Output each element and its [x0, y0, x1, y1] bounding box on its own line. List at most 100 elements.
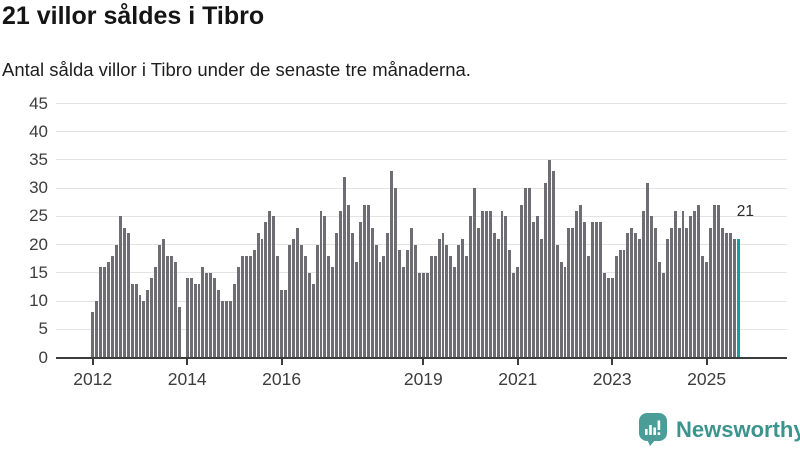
bar — [732, 238, 736, 358]
bar — [500, 210, 504, 358]
bar — [205, 272, 209, 358]
bar — [370, 227, 374, 358]
bar — [272, 216, 276, 358]
bar — [154, 267, 158, 358]
y-gridline — [56, 244, 787, 246]
bar — [146, 289, 150, 358]
bar — [598, 222, 602, 358]
bar — [335, 233, 339, 358]
bar — [311, 284, 315, 358]
bar — [339, 210, 343, 358]
x-axis-tick-label: 2016 — [262, 369, 302, 389]
bar — [594, 222, 598, 358]
bar — [347, 205, 350, 358]
bar — [465, 255, 469, 358]
bar — [559, 261, 563, 358]
bar — [413, 244, 417, 358]
chart-subtitle: Antal sålda villor i Tibro under de sena… — [2, 59, 471, 80]
bar — [303, 255, 307, 358]
x-axis-tick — [705, 358, 708, 365]
bar — [248, 255, 252, 358]
bar — [95, 301, 99, 358]
bar — [295, 227, 299, 358]
y-gridline — [56, 272, 787, 274]
bar — [244, 255, 248, 358]
bar — [579, 205, 583, 358]
bar — [252, 250, 256, 358]
bar — [406, 250, 410, 358]
x-axis-tick — [91, 358, 94, 365]
bar — [469, 216, 472, 358]
bar — [618, 250, 622, 358]
bar — [724, 233, 728, 358]
bar — [217, 289, 221, 358]
bar — [638, 238, 642, 358]
bar — [661, 272, 665, 358]
y-axis-tick-label: 25 — [29, 206, 48, 226]
bar — [587, 255, 591, 358]
bar — [606, 278, 610, 358]
bar — [240, 255, 244, 358]
bar — [236, 267, 240, 358]
bar — [390, 171, 394, 358]
bar — [701, 255, 705, 358]
bar — [626, 233, 630, 358]
y-gridline — [56, 300, 787, 302]
bar — [614, 255, 618, 358]
bar — [476, 227, 480, 358]
bar — [118, 216, 122, 358]
bar — [555, 244, 559, 358]
bar — [351, 233, 354, 358]
bar — [221, 301, 225, 358]
bar — [528, 188, 532, 358]
bar — [681, 210, 685, 358]
bar — [213, 278, 217, 358]
bar — [142, 301, 146, 358]
bar — [378, 261, 382, 358]
y-axis-tick-label: 30 — [29, 178, 48, 198]
bar — [563, 267, 567, 358]
bar — [280, 289, 284, 358]
x-axis-tick-label: 2012 — [73, 369, 113, 389]
bar — [91, 312, 95, 358]
bar — [575, 210, 579, 358]
bar — [185, 278, 189, 358]
bar — [441, 233, 445, 358]
bar — [630, 227, 634, 358]
bar — [705, 261, 709, 358]
bar — [654, 227, 657, 358]
y-axis-tick-label: 20 — [29, 234, 48, 254]
bar — [472, 188, 476, 358]
bar — [516, 267, 520, 358]
bar — [291, 238, 295, 358]
bar — [720, 227, 724, 358]
bar — [197, 284, 201, 358]
bar — [126, 233, 130, 358]
bar — [114, 244, 118, 358]
newsworthy-logo: Newsworthy — [638, 412, 800, 447]
bar — [386, 233, 390, 358]
bar — [268, 210, 272, 358]
bar — [362, 205, 366, 358]
bar — [693, 210, 697, 358]
bar — [697, 205, 701, 358]
bar — [520, 205, 524, 358]
bar — [646, 182, 650, 358]
bar — [480, 210, 484, 358]
bar — [445, 244, 449, 358]
bar — [504, 216, 508, 358]
bar — [158, 244, 162, 358]
bar — [689, 216, 693, 358]
bar — [173, 261, 177, 358]
bar — [535, 216, 539, 358]
bar — [256, 233, 260, 358]
bar — [709, 227, 713, 358]
bar — [567, 227, 571, 358]
bar — [496, 238, 500, 358]
bar — [492, 233, 496, 358]
x-axis-line — [56, 356, 787, 359]
x-axis-tick-label: 2014 — [167, 369, 207, 389]
bar — [315, 244, 319, 358]
y-axis-tick-label: 0 — [38, 347, 48, 367]
